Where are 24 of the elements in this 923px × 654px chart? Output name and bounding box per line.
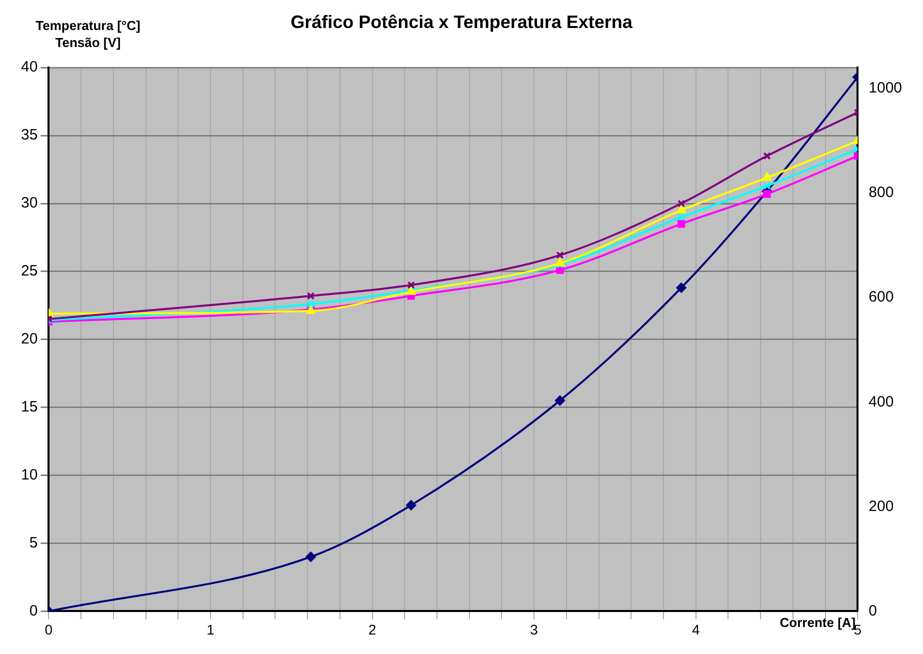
y-tick-label: 20: [20, 330, 38, 348]
y2-tick-label: 600: [868, 288, 894, 306]
y-tick-label: 25: [20, 262, 38, 280]
y2-tick-label: 0: [868, 602, 877, 620]
x-tick-label: 5: [854, 621, 862, 638]
x-tick-label: 1: [206, 621, 215, 638]
y-tick-label: 0: [29, 602, 38, 620]
x-tick-label: 2: [368, 621, 376, 638]
y-tick-label: 30: [20, 194, 38, 212]
chart-title: Gráfico Potência x Temperatura Externa: [290, 12, 634, 32]
y2-tick-label: 400: [868, 393, 894, 410]
x-tick-label: 0: [44, 621, 53, 638]
y-tick-label: 40: [20, 58, 38, 76]
y-axis-title: Temperatura [°C] Tensão [V]: [36, 18, 140, 50]
y-tick-label: 15: [20, 398, 38, 416]
y2-tick-label: 800: [868, 184, 894, 202]
y2-tick-label: 1000: [868, 80, 902, 97]
y2-tick-label: 200: [868, 498, 894, 515]
x-axis-title: Corrente [A]: [780, 615, 856, 630]
y-tick-label: 5: [29, 534, 38, 552]
y-tick-label: 10: [20, 466, 38, 484]
y-tick-label: 35: [20, 126, 38, 144]
x-tick-label: 4: [692, 621, 700, 638]
x-tick-label: 3: [530, 621, 538, 638]
